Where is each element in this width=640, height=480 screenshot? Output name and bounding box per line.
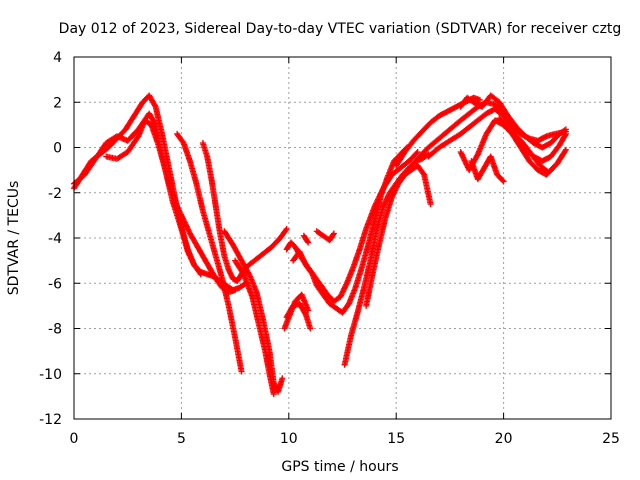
series-track-21 [468,153,507,185]
data-point [232,287,239,294]
data-point [270,391,277,398]
data-point [562,147,569,154]
data-point [282,227,289,234]
x-tick-label: 15 [387,431,405,447]
x-tick-label: 10 [280,431,298,447]
data-point [304,238,311,245]
data-point [562,130,569,137]
data-point [562,146,569,153]
y-tick-label: -12 [39,412,62,428]
series-track-11 [283,300,314,332]
data-point [307,325,314,332]
series-track-2 [71,92,204,278]
series-track-1 [71,110,249,294]
data-point [476,96,483,103]
data-point [197,271,204,278]
x-axis-label: GPS time / hours [281,459,398,475]
x-tick-label: 0 [70,431,79,447]
data-point [499,177,506,184]
y-tick-label: -8 [48,322,62,338]
data-point [279,375,286,382]
y-tick-label: -2 [48,186,62,202]
data-point [427,201,434,208]
data-point [420,170,427,177]
plot-frame [73,56,612,420]
y-tick-label: -10 [39,367,62,383]
data-point [330,231,337,238]
data-point [196,269,203,276]
data-point [474,152,481,159]
chart-title: Day 012 of 2023, Sidereal Day-to-day VTE… [59,21,622,37]
data-point [302,310,309,317]
series-track-6 [221,228,286,395]
series-track-16 [393,94,483,169]
y-tick-label: 0 [53,141,62,157]
y-tick-label: 4 [53,50,62,66]
y-axis-label: SDTVAR / TECUs [6,181,22,296]
series-track-13 [313,228,337,244]
x-tick-label: 20 [495,431,513,447]
data-point [562,132,569,139]
x-tick-label: 25 [602,431,620,447]
series-track-8 [283,149,421,305]
data-point [283,225,290,232]
y-tick-label: -6 [48,276,62,292]
series-track-9 [290,144,410,316]
data-points [71,92,569,398]
series-track-19 [457,92,569,151]
axis-ticks: 0 5 10 15 20 25 -12 -10 -8 -6 -4 -2 0 2 4 [39,50,620,447]
series-track-23 [511,130,569,176]
series-track-4 [174,130,245,375]
data-point [305,307,312,314]
data-point [414,149,421,156]
x-tick-label: 5 [177,431,186,447]
data-point [413,150,420,157]
data-point [500,178,507,185]
y-tick-label: 2 [53,95,62,111]
data-point [330,230,337,237]
data-point [238,368,245,375]
y-tick-label: -4 [48,231,62,247]
series-track-7 [232,257,277,398]
series-track-15 [363,162,434,309]
data-point [305,239,312,246]
series-track-12 [300,232,312,246]
data-point [151,102,158,109]
data-point [246,272,253,279]
